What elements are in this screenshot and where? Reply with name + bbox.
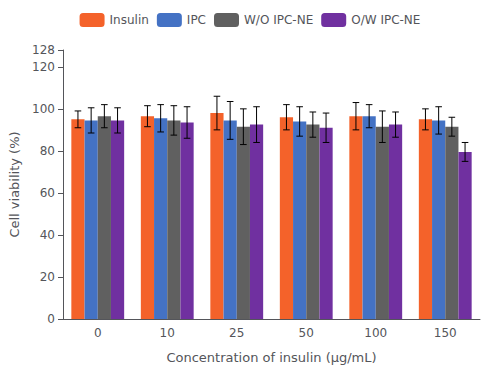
svg-text:100: 100 [364, 326, 387, 340]
svg-text:20: 20 [40, 270, 55, 284]
svg-text:128: 128 [32, 43, 55, 57]
svg-text:25: 25 [229, 326, 244, 340]
svg-text:0: 0 [94, 326, 102, 340]
svg-text:150: 150 [434, 326, 457, 340]
svg-text:Insulin: Insulin [110, 13, 149, 27]
svg-text:IPC: IPC [187, 13, 206, 27]
svg-text:100: 100 [32, 102, 55, 116]
svg-text:60: 60 [40, 186, 55, 200]
svg-text:W/O IPC-NE: W/O IPC-NE [244, 13, 313, 27]
svg-text:0: 0 [47, 312, 55, 326]
svg-text:50: 50 [299, 326, 314, 340]
svg-text:O/W IPC-NE: O/W IPC-NE [351, 13, 420, 27]
svg-text:10: 10 [160, 326, 175, 340]
svg-text:80: 80 [40, 144, 55, 158]
svg-text:40: 40 [40, 228, 55, 242]
svg-text:Concentration of insulin (μg/m: Concentration of insulin (μg/mL) [166, 350, 376, 365]
svg-text:120: 120 [32, 60, 55, 74]
svg-text:Cell viability (%): Cell viability (%) [7, 131, 22, 237]
